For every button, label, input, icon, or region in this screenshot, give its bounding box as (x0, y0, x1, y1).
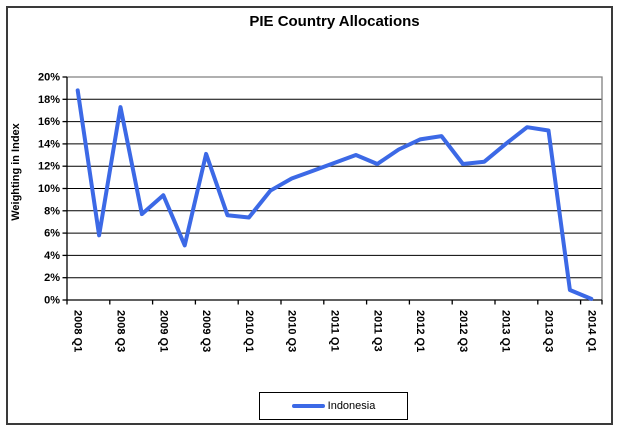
y-tick-label: 10% (38, 183, 60, 195)
chart-title: PIE Country Allocations (249, 13, 420, 30)
y-tick-label: 4% (44, 250, 60, 262)
x-tick-label: 2008 Q1 (72, 310, 84, 352)
indonesia-line-swatch-icon (291, 404, 325, 408)
y-tick-label: 8% (44, 205, 60, 217)
x-tick-label: 2008 Q3 (115, 310, 127, 352)
series-line-indonesia (75, 88, 594, 301)
y-tick-label: 12% (38, 161, 60, 173)
x-tick-label: 2010 Q1 (243, 310, 255, 352)
legend-label-indonesia: Indonesia (327, 400, 376, 412)
y-tick-label: 6% (44, 228, 60, 240)
x-tick-label: 2013 Q1 (500, 310, 512, 352)
y-tick-label: 0% (44, 295, 60, 307)
y-tick-label: 2% (44, 272, 60, 284)
y-tick-label: 18% (38, 94, 60, 106)
legend: Indonesia (259, 392, 408, 420)
x-tick-label: 2011 Q1 (329, 310, 341, 352)
y-tick-label: 14% (38, 138, 60, 150)
y-tick-label: 16% (38, 116, 60, 128)
figure-border (6, 6, 613, 425)
x-tick-label: 2011 Q3 (371, 310, 383, 352)
plot-border (67, 76, 603, 300)
x-tick-label: 2012 Q3 (457, 310, 469, 352)
x-tick-label: 2012 Q1 (414, 310, 426, 352)
x-tick-label: 2010 Q3 (286, 310, 298, 352)
x-tick-label: 2009 Q1 (157, 310, 169, 352)
y-tick-label: 20% (38, 72, 60, 84)
x-tick-label: 2013 Q3 (543, 310, 555, 352)
x-tick-label: 2009 Q3 (200, 310, 212, 352)
x-tick-label: 2014 Q1 (585, 310, 597, 352)
